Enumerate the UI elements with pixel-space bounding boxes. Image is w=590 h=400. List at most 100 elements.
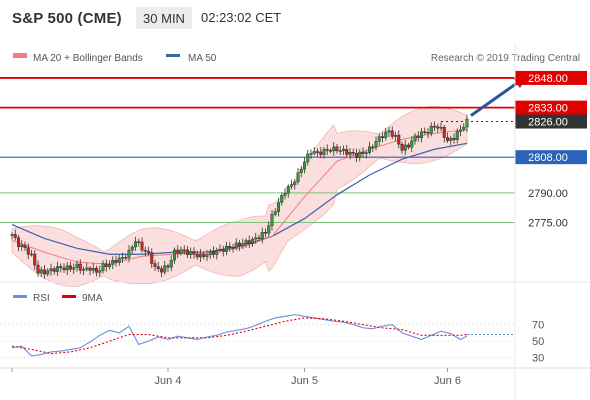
candle [192,247,196,259]
candle [208,249,212,259]
rsi-line [11,314,468,357]
candle [237,239,241,251]
candle [316,148,320,157]
candle [306,149,310,166]
candle [267,221,271,237]
candle [465,115,469,132]
candle [10,232,14,240]
level-label-2848.00: 2848.00 [528,73,568,85]
candle [452,133,456,144]
candle [163,260,167,275]
candle [351,148,355,156]
candle [377,133,381,146]
candle [172,247,176,264]
ma20-legend-label: MA 20 + Bollinger Bands [33,53,143,64]
candle [78,259,82,274]
candle [30,249,34,257]
candle [264,228,268,238]
candle [381,132,385,143]
candle [312,147,316,156]
candle [133,236,137,251]
candle [459,125,463,137]
candle [211,246,215,258]
interval-label: 30 MIN [143,11,185,26]
candle [403,140,407,156]
level-label-2790.00: 2790.00 [528,188,568,200]
candle [104,259,108,272]
candle [433,121,437,132]
chart-legend: MA 20 + Bollinger Bands MA 50 Research ©… [13,53,580,64]
candle [88,265,92,276]
ma50-legend-swatch [166,54,180,57]
candle [244,238,248,248]
rsi-tick-label: 30 [532,353,544,365]
candle [439,122,443,132]
candle [290,179,294,190]
candle [296,167,300,185]
candle [72,263,76,275]
rsi-panel: 70 50 30 [0,314,544,365]
candle [98,265,102,277]
candle [322,146,326,159]
candle [26,243,30,260]
candle [202,251,206,260]
candle [124,254,128,260]
candle [277,197,281,217]
ma9-legend-swatch [62,295,76,298]
interval-selector[interactable]: 30 MIN [136,7,192,29]
candle [371,144,375,152]
candle [68,261,72,272]
timestamp: 02:23:02 CET [201,10,282,25]
level-tag-2848.00 [515,70,587,85]
candle [390,126,394,140]
candle [114,255,118,267]
candle [449,135,453,146]
rsi-ma9-line [11,317,468,355]
level-tag-2808.00 [515,150,587,165]
time-tick-label: Jun 4 [155,375,182,387]
candle [250,236,254,247]
candle [156,262,160,272]
candle [332,141,336,156]
candle [189,247,193,259]
candle [205,249,209,262]
candle [159,265,163,278]
candle [335,143,339,154]
level-label-2808.00: 2808.00 [528,152,568,164]
candle [130,244,134,254]
candle [374,136,378,151]
price-levels [0,77,515,224]
candle [254,232,258,245]
level-label-2826.00: 2826.00 [528,117,568,129]
candle [94,265,98,277]
candle [143,246,147,257]
candle [185,246,189,258]
level-label-2833.00: 2833.00 [528,103,568,115]
candle [329,148,333,154]
candle [150,248,154,268]
candle [442,125,446,143]
candle [231,243,235,253]
candle [13,229,17,241]
candle [413,132,417,145]
candle [309,149,313,159]
candle [407,142,411,150]
candle [455,128,459,144]
ma50-legend-label: MA 50 [188,53,217,64]
candle [49,263,53,276]
candle [176,245,180,259]
candle [355,148,359,163]
candle [101,260,105,274]
rsi-legend-label: RSI [33,293,50,304]
candle [59,263,63,273]
candle [303,157,307,174]
ma20-legend-swatch [13,53,27,58]
candle [107,260,111,270]
candle [33,250,37,270]
candle [241,238,245,250]
candle [20,240,24,251]
candle [127,245,131,263]
candle [46,268,50,277]
candle [410,136,414,153]
candle [416,131,420,142]
